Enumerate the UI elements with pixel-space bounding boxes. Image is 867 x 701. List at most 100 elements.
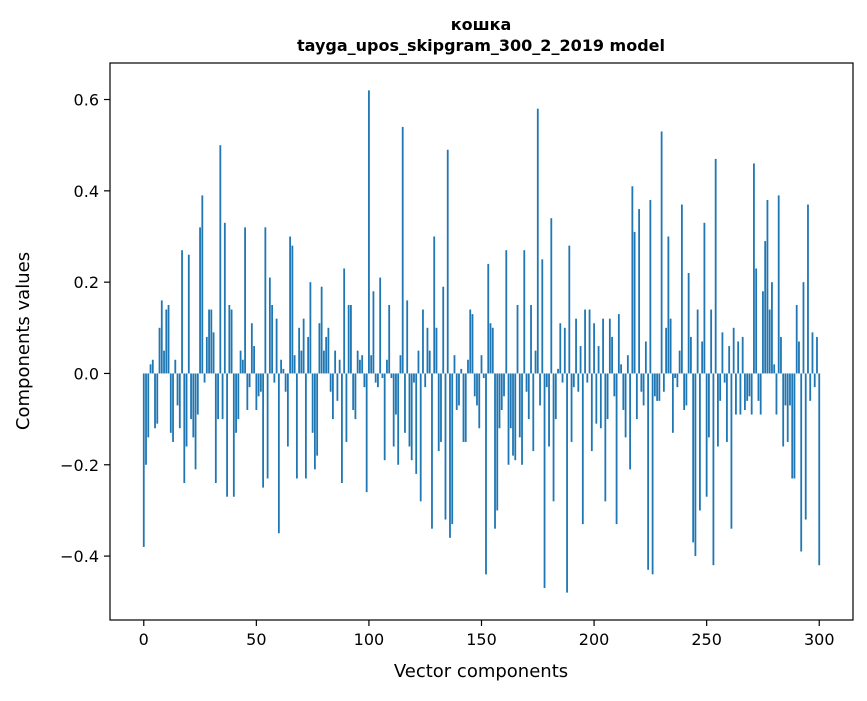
bar-170 <box>525 373 528 392</box>
bar-216 <box>629 373 631 470</box>
bar-73 <box>307 336 310 374</box>
bar-series <box>142 90 821 593</box>
bar-71 <box>302 318 305 374</box>
bar-62 <box>282 368 285 374</box>
bar-293 <box>802 282 805 374</box>
bar-212 <box>620 364 622 374</box>
bar-274 <box>759 373 762 415</box>
bar-54 <box>264 227 267 374</box>
bar-67 <box>293 355 296 374</box>
bar-224 <box>647 373 650 570</box>
bar-109 <box>388 304 391 374</box>
bar-218 <box>633 231 636 374</box>
bar-132 <box>440 373 442 442</box>
bar-195 <box>581 373 584 525</box>
bar-213 <box>622 373 625 410</box>
bar-102 <box>372 291 375 374</box>
bar-160 <box>503 373 505 397</box>
bar-147 <box>473 373 476 397</box>
bar-24 <box>196 373 199 415</box>
bar-289 <box>793 373 796 479</box>
bar-98 <box>363 373 366 388</box>
chart-title: кошка <box>451 15 512 34</box>
bar-190 <box>570 373 573 442</box>
bar-270 <box>750 373 753 415</box>
bar-63 <box>284 373 287 392</box>
bar-145 <box>469 309 472 374</box>
bar-114 <box>399 355 402 374</box>
bar-39 <box>230 309 233 374</box>
bar-146 <box>471 314 474 374</box>
bar-253 <box>712 373 715 566</box>
bar-299 <box>816 336 818 374</box>
bar-187 <box>563 327 566 374</box>
y-axis-label: Components values <box>13 252 34 430</box>
bar-194 <box>579 346 582 374</box>
bar-69 <box>298 327 301 374</box>
bar-282 <box>777 195 780 374</box>
bar-51 <box>257 373 260 397</box>
bar-47 <box>248 373 251 388</box>
bar-245 <box>694 373 697 557</box>
bar-186 <box>561 373 564 383</box>
bar-284 <box>782 373 785 447</box>
bar-2 <box>147 373 150 438</box>
bar-36 <box>223 222 226 374</box>
bar-292 <box>800 373 803 552</box>
bar-57 <box>271 304 274 374</box>
bar-163 <box>509 373 512 429</box>
bar-221 <box>640 373 643 392</box>
y-tick-label: −0.4 <box>60 547 99 566</box>
bar-191 <box>572 373 575 388</box>
bar-287 <box>789 373 791 406</box>
bar-137 <box>451 373 454 525</box>
bar-201 <box>595 373 598 424</box>
bar-150 <box>480 355 483 374</box>
bar-144 <box>467 359 469 374</box>
bar-256 <box>719 373 722 401</box>
bar-78 <box>318 323 321 374</box>
bar-244 <box>692 373 695 543</box>
bar-232 <box>665 327 668 374</box>
bar-281 <box>775 373 778 415</box>
bar-154 <box>489 323 492 374</box>
bar-273 <box>757 373 760 401</box>
bar-77 <box>316 373 319 456</box>
bar-268 <box>746 373 749 401</box>
bar-249 <box>703 222 706 374</box>
bar-272 <box>755 268 758 374</box>
bar-138 <box>453 355 456 374</box>
bar-97 <box>361 355 364 374</box>
bar-52 <box>259 373 262 392</box>
bar-123 <box>419 373 422 502</box>
bar-68 <box>295 373 298 479</box>
bar-126 <box>426 327 429 374</box>
bar-222 <box>642 373 645 406</box>
x-tick-label: 100 <box>354 630 385 649</box>
bar-129 <box>433 236 436 374</box>
bar-45 <box>244 227 246 374</box>
bar-88 <box>341 373 343 484</box>
bar-43 <box>239 350 242 374</box>
bar-65 <box>289 236 292 374</box>
x-axis: 0 50 100 150 200 250 300 <box>139 620 835 649</box>
bar-291 <box>798 341 800 374</box>
bar-110 <box>390 373 393 379</box>
bar-199 <box>590 373 593 452</box>
bar-86 <box>336 373 339 401</box>
bar-81 <box>325 336 328 374</box>
bar-183 <box>554 373 557 420</box>
bar-55 <box>266 373 269 479</box>
bar-122 <box>417 350 420 374</box>
bar-223 <box>644 341 647 374</box>
bar-255 <box>717 373 719 447</box>
bar-179 <box>545 373 548 388</box>
bar-7 <box>158 327 161 374</box>
bar-23 <box>194 373 197 470</box>
bar-9 <box>163 350 165 374</box>
bar-152 <box>485 373 487 575</box>
bar-235 <box>671 373 674 433</box>
bar-35 <box>221 373 224 420</box>
bar-207 <box>608 318 611 374</box>
